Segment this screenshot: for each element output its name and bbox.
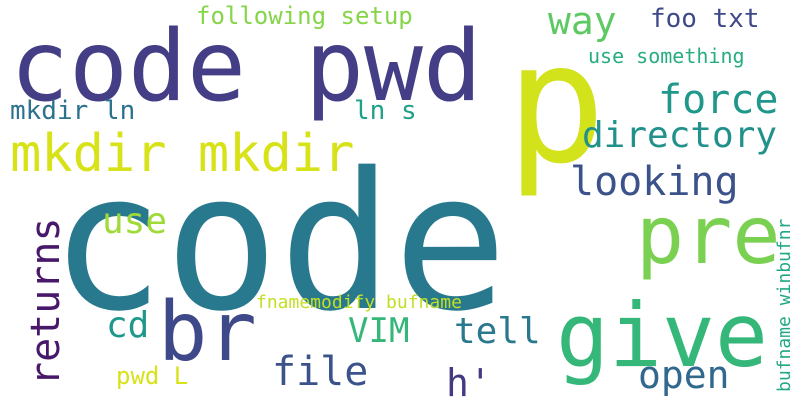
word-file: file [272, 349, 369, 395]
word-mkdir-mkdir: mkdir mkdir [10, 124, 355, 184]
word-p: p [506, 8, 606, 201]
word-br: br [158, 285, 257, 380]
word-mkdir-ln: mkdir ln [10, 96, 136, 126]
word-returns: returns [23, 217, 69, 386]
word-use: use [102, 201, 168, 242]
word-fnamemodify-bufname: fnamemodify bufname [256, 292, 462, 313]
word-vim: VIM [348, 311, 410, 351]
word-tell: tell [454, 311, 541, 352]
word-following-setup: following setup [196, 2, 413, 30]
word-open: open [638, 353, 730, 397]
word-give: give [556, 284, 768, 387]
word-ln-s: ln s [354, 96, 417, 126]
word-force: force [658, 77, 779, 123]
word-pre: pre [636, 189, 781, 282]
word-way: way [548, 0, 617, 43]
word-looking: looking [570, 159, 739, 205]
word-h-quote: h' [446, 361, 492, 400]
word-pwd-l: pwd L [116, 362, 189, 390]
word-use-something: use something [588, 44, 745, 68]
word-directory: directory [582, 115, 778, 156]
word-code: code [50, 132, 508, 353]
word-foo-txt: foo txt [650, 4, 760, 34]
word-cd: cd [106, 305, 150, 346]
word-code-pwd: code pwd [10, 10, 483, 124]
word-bufname-winbufnr: bufname winbufnr [774, 218, 795, 392]
